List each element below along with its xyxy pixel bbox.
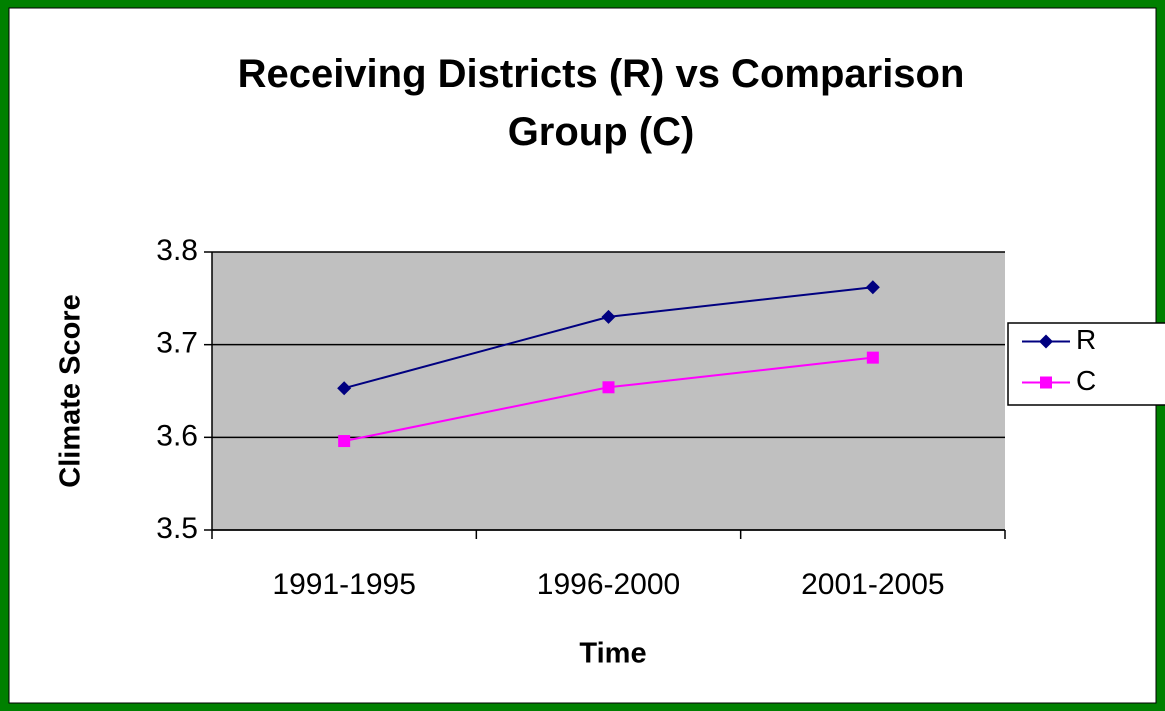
y-tick-label: 3.5 xyxy=(156,512,198,545)
data-point xyxy=(338,435,351,448)
y-tick-label: 3.8 xyxy=(156,234,198,267)
data-point xyxy=(337,381,352,396)
legend-label: C xyxy=(1076,365,1096,396)
data-point xyxy=(865,280,880,295)
legend-marker xyxy=(1040,376,1052,389)
data-point xyxy=(601,309,616,324)
x-axis-title: Time xyxy=(579,638,646,670)
data-point xyxy=(602,381,615,394)
x-tick-label: 1991-1995 xyxy=(272,568,415,601)
y-tick-label: 3.6 xyxy=(156,419,198,452)
y-axis-title: Climate Score xyxy=(55,294,87,487)
x-tick-label: 2001-2005 xyxy=(801,568,944,601)
legend xyxy=(1007,322,1165,406)
x-tick-label: 1996-2000 xyxy=(537,568,680,601)
legend-marker xyxy=(1039,334,1053,349)
y-tick-label: 3.7 xyxy=(156,327,198,360)
chart-title: Receiving Districts (R) vs Comparison Gro… xyxy=(238,52,965,154)
legend-label: R xyxy=(1076,324,1096,355)
data-point xyxy=(866,351,879,364)
